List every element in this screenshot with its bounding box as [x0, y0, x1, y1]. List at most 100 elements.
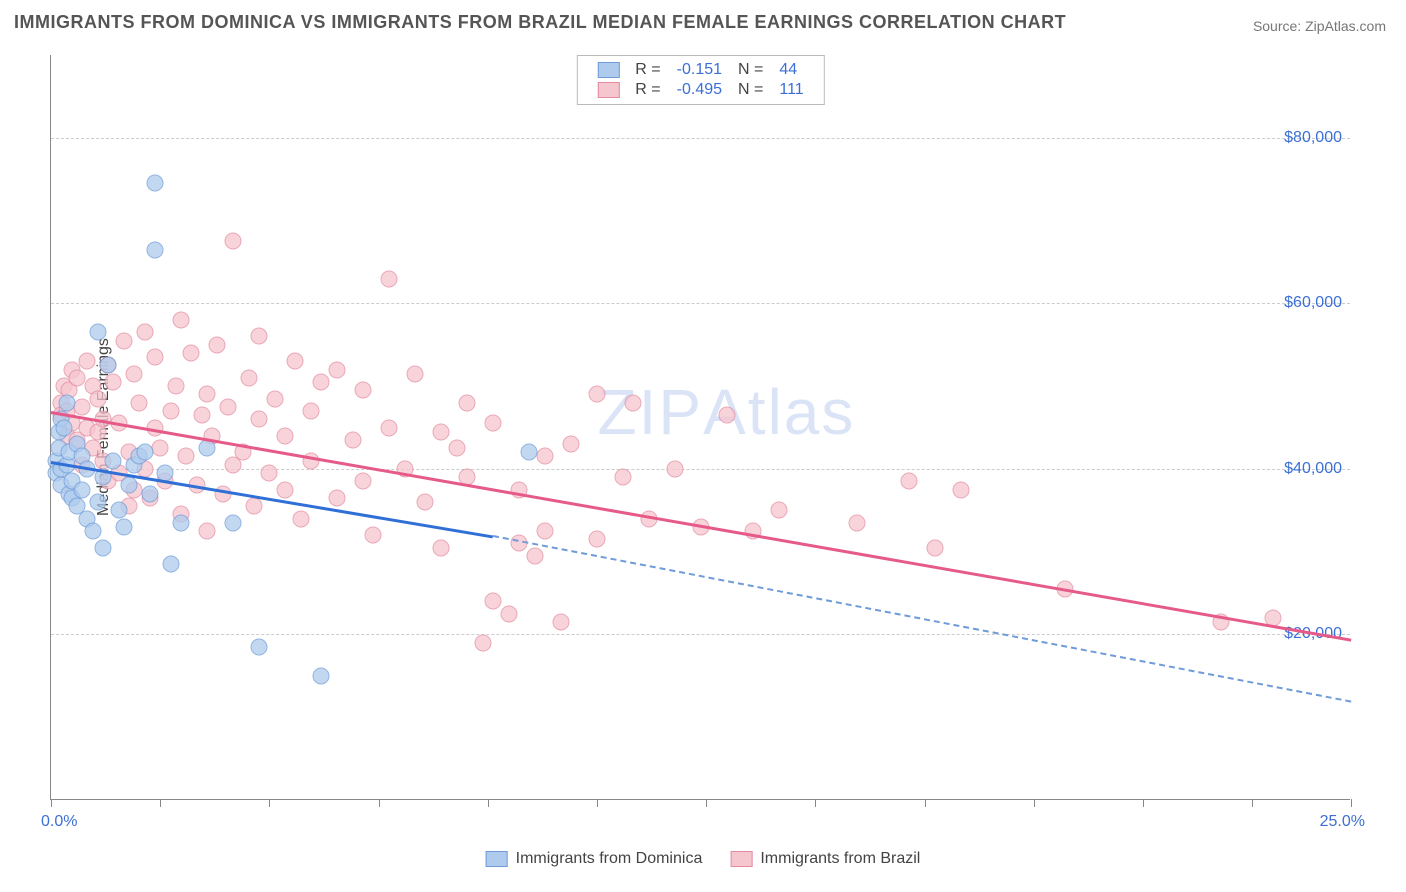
data-point-brazil — [245, 498, 262, 515]
data-point-brazil — [277, 427, 294, 444]
x-axis-max-label: 25.0% — [1320, 813, 1365, 831]
data-point-brazil — [287, 353, 304, 370]
data-point-brazil — [329, 361, 346, 378]
data-point-brazil — [500, 605, 517, 622]
swatch-brazil-icon — [730, 851, 752, 867]
data-point-brazil — [183, 345, 200, 362]
data-point-brazil — [433, 539, 450, 556]
legend-row-dominica: R = -0.151 N = 44 — [589, 60, 811, 80]
data-point-brazil — [448, 440, 465, 457]
data-point-brazil — [474, 634, 491, 651]
regression-line-brazil — [51, 411, 1351, 641]
source-attribution: Source: ZipAtlas.com — [1253, 18, 1386, 34]
data-point-dominica — [84, 522, 101, 539]
data-point-brazil — [266, 390, 283, 407]
data-point-brazil — [552, 614, 569, 631]
swatch-brazil — [597, 82, 619, 98]
data-point-brazil — [115, 332, 132, 349]
data-point-dominica — [225, 514, 242, 531]
legend-row-brazil: R = -0.495 N = 111 — [589, 80, 811, 100]
data-point-brazil — [589, 531, 606, 548]
data-point-dominica — [141, 485, 158, 502]
data-point-brazil — [365, 527, 382, 544]
x-tick — [597, 799, 598, 807]
data-point-brazil — [193, 407, 210, 424]
data-point-dominica — [173, 514, 190, 531]
data-point-brazil — [417, 494, 434, 511]
data-point-dominica — [121, 477, 138, 494]
data-point-brazil — [625, 394, 642, 411]
x-tick — [1143, 799, 1144, 807]
data-point-brazil — [901, 473, 918, 490]
x-tick — [706, 799, 707, 807]
data-point-brazil — [131, 394, 148, 411]
gridline — [51, 469, 1350, 470]
data-point-brazil — [381, 270, 398, 287]
data-point-brazil — [615, 469, 632, 486]
x-tick — [379, 799, 380, 807]
correlation-legend: R = -0.151 N = 44 R = -0.495 N = 111 — [576, 55, 824, 105]
data-point-brazil — [927, 539, 944, 556]
data-point-brazil — [79, 353, 96, 370]
data-point-brazil — [240, 369, 257, 386]
x-tick — [1252, 799, 1253, 807]
data-point-brazil — [261, 465, 278, 482]
data-point-brazil — [355, 473, 372, 490]
data-point-dominica — [162, 556, 179, 573]
data-point-brazil — [485, 593, 502, 610]
data-point-dominica — [110, 502, 127, 519]
x-tick — [1351, 799, 1352, 807]
data-point-dominica — [100, 357, 117, 374]
data-point-brazil — [563, 436, 580, 453]
x-tick — [269, 799, 270, 807]
data-point-brazil — [89, 390, 106, 407]
data-point-brazil — [433, 423, 450, 440]
data-point-brazil — [303, 402, 320, 419]
plot-area: ZIPAtlas Median Female Earnings R = -0.1… — [50, 55, 1350, 800]
data-point-dominica — [89, 494, 106, 511]
data-point-brazil — [199, 522, 216, 539]
data-point-brazil — [219, 398, 236, 415]
data-point-brazil — [167, 378, 184, 395]
data-point-brazil — [251, 328, 268, 345]
data-point-brazil — [74, 398, 91, 415]
swatch-dominica-icon — [486, 851, 508, 867]
data-point-brazil — [162, 402, 179, 419]
data-point-dominica — [95, 539, 112, 556]
data-point-brazil — [69, 369, 86, 386]
chart-title: IMMIGRANTS FROM DOMINICA VS IMMIGRANTS F… — [14, 12, 1066, 33]
gridline — [51, 634, 1350, 635]
legend-item-brazil: Immigrants from Brazil — [730, 850, 920, 868]
data-point-brazil — [225, 233, 242, 250]
data-point-dominica — [147, 175, 164, 192]
data-point-dominica — [56, 419, 73, 436]
data-point-dominica — [136, 444, 153, 461]
gridline — [51, 138, 1350, 139]
data-point-brazil — [199, 386, 216, 403]
data-point-brazil — [511, 535, 528, 552]
data-point-brazil — [105, 373, 122, 390]
data-point-brazil — [126, 365, 143, 382]
y-tick-label: $60,000 — [1284, 294, 1342, 312]
data-point-brazil — [537, 448, 554, 465]
data-point-dominica — [74, 481, 91, 498]
data-point-brazil — [178, 448, 195, 465]
data-point-brazil — [381, 419, 398, 436]
y-tick-label: $40,000 — [1284, 460, 1342, 478]
data-point-brazil — [173, 311, 190, 328]
x-tick — [160, 799, 161, 807]
x-tick — [1034, 799, 1035, 807]
x-tick — [488, 799, 489, 807]
data-point-dominica — [147, 241, 164, 258]
data-point-dominica — [521, 444, 538, 461]
data-point-brazil — [526, 547, 543, 564]
data-point-dominica — [251, 638, 268, 655]
data-point-brazil — [537, 522, 554, 539]
data-point-brazil — [355, 382, 372, 399]
data-point-dominica — [58, 394, 75, 411]
data-point-brazil — [152, 440, 169, 457]
data-point-brazil — [953, 481, 970, 498]
data-point-brazil — [147, 349, 164, 366]
data-point-brazil — [849, 514, 866, 531]
x-tick — [51, 799, 52, 807]
